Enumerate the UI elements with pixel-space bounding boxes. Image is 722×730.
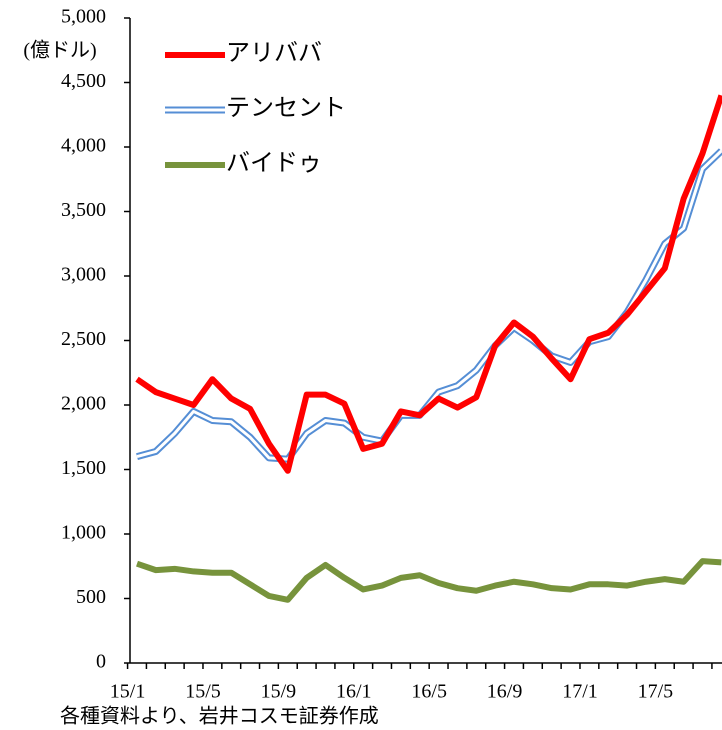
x-tick-label: 15/9 — [261, 681, 297, 703]
y-tick-label: 4,500 — [61, 70, 106, 92]
y-tick-label: 4,000 — [61, 135, 106, 157]
y-tick-label: 500 — [76, 586, 106, 608]
y-tick-label: 5,000 — [61, 6, 106, 28]
line — [135, 94, 722, 474]
y-tick-label: 1,000 — [61, 522, 106, 544]
y-tick-label: 3,500 — [61, 199, 106, 221]
y-tick-label: 3,000 — [61, 264, 106, 286]
y-tick-label: 2,000 — [61, 393, 106, 415]
x-tick-label: 16/1 — [336, 681, 372, 703]
y-tick-label: 2,500 — [61, 328, 106, 350]
legend-label: バイドゥ — [226, 151, 322, 177]
x-tick-label: 15/1 — [110, 681, 146, 703]
y-tick-label: 1,500 — [61, 457, 106, 479]
x-tick-label: 17/1 — [562, 681, 598, 703]
x-tick-label: 15/5 — [185, 681, 221, 703]
y-unit: (億ドル) — [23, 39, 96, 62]
legend-label: アリババ — [226, 41, 322, 67]
source-note: 各種資料より、岩井コスモ証券作成 — [60, 705, 379, 728]
x-tick-label: 16/5 — [411, 681, 447, 703]
y-tick-label: 0 — [96, 651, 106, 673]
legend-label: テンセント — [226, 96, 346, 122]
x-tick-label: 16/9 — [487, 681, 523, 703]
line — [136, 558, 722, 603]
x-tick-label: 17/5 — [638, 681, 674, 703]
